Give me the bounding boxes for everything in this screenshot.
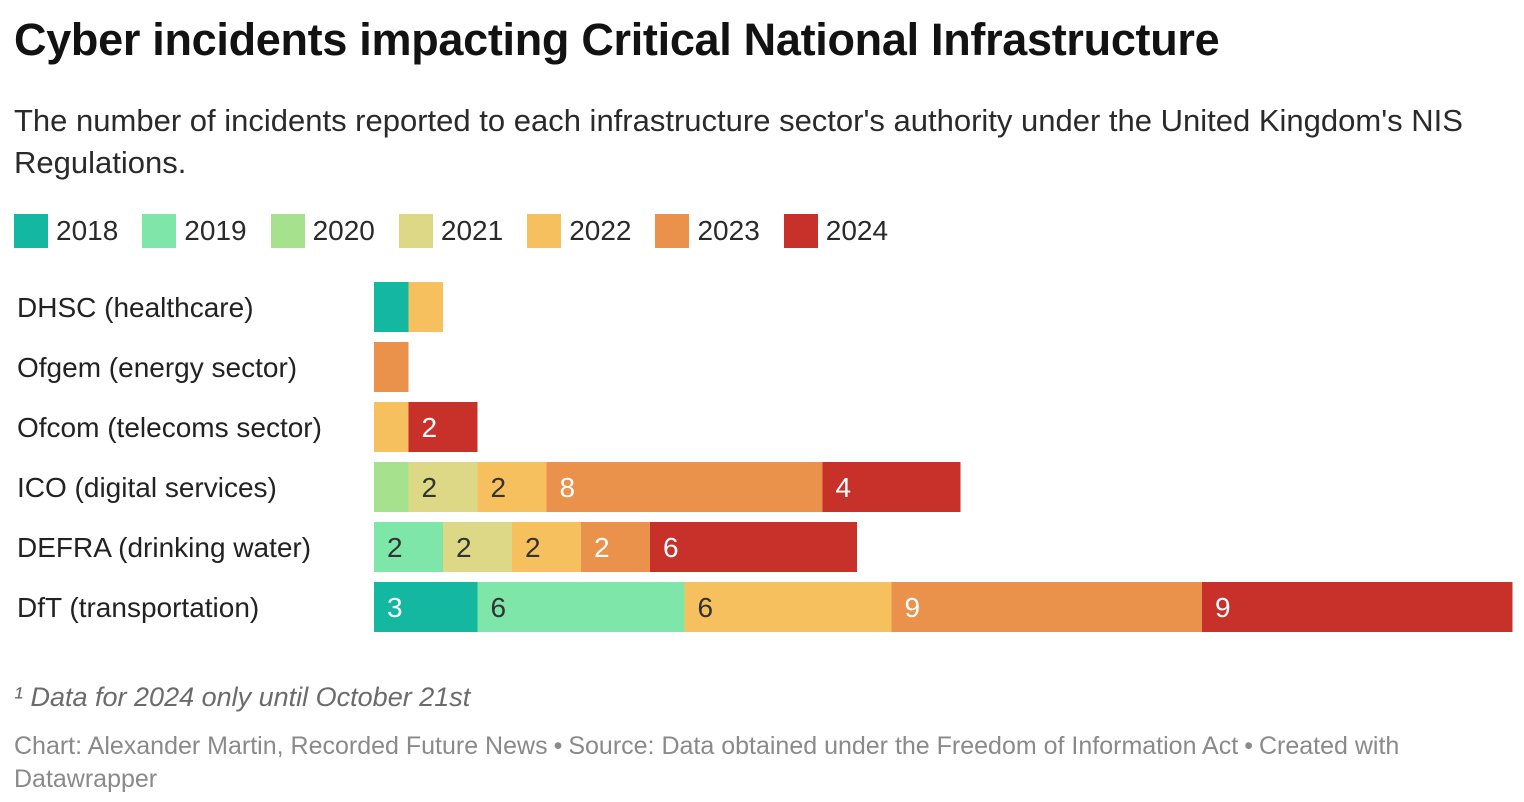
legend-item-2021: 2021 — [398, 214, 504, 248]
data-label: 4 — [836, 472, 852, 503]
footnote: ¹ Data for 2024 only until October 21st — [14, 682, 471, 712]
data-label: 6 — [663, 532, 679, 563]
legend-swatch — [270, 214, 305, 248]
bar-segment-2023 — [374, 342, 409, 392]
legend-item-2023: 2023 — [655, 214, 760, 248]
legend-label: 2020 — [312, 215, 375, 246]
bar-segment-2022 — [374, 402, 409, 452]
bar-segment-2019 — [374, 522, 443, 572]
credit-separator: • — [1244, 732, 1253, 760]
bar-segment-2023 — [546, 462, 823, 512]
data-label: 2 — [422, 412, 438, 443]
data-label: 2 — [456, 532, 472, 563]
bar-segment-2021 — [408, 462, 478, 512]
credit-separator: • — [553, 732, 563, 760]
chart-subtitle: The number of incidents reported to each… — [14, 103, 1463, 180]
legend-label: 2019 — [184, 215, 247, 246]
category-label: DHSC (healthcare) — [17, 292, 254, 323]
data-label: 2 — [422, 472, 438, 503]
bar-segment-2022 — [684, 582, 892, 632]
bar-segment-2018 — [374, 282, 409, 332]
legend-swatch — [527, 214, 562, 248]
legend-swatch — [14, 214, 48, 248]
legend-label: 2023 — [697, 215, 760, 246]
category-label: DEFRA (drinking water) — [17, 532, 311, 563]
legend-label: 2021 — [440, 215, 504, 246]
bar-segment-2019 — [477, 582, 685, 632]
bar-segment-2024 — [822, 462, 961, 512]
bar-segment-2023 — [891, 582, 1202, 632]
bar-segment-2021 — [443, 522, 512, 572]
bar-segment-2018 — [374, 582, 478, 632]
data-label: 6 — [491, 592, 507, 623]
data-label: 9 — [905, 592, 921, 623]
legend-item-2019: 2019 — [142, 214, 247, 248]
bar-segment-2022 — [408, 282, 443, 332]
data-label: 3 — [387, 592, 403, 623]
legend-swatch — [142, 214, 177, 248]
data-label: 6 — [698, 592, 714, 623]
data-label: 2 — [594, 532, 610, 563]
legend-swatch — [655, 214, 690, 248]
legend-item-2020: 2020 — [270, 214, 375, 248]
legend-label: 2018 — [56, 215, 119, 246]
credit-tool: Created with Datawrapper — [14, 732, 1400, 793]
legend-swatch — [398, 214, 433, 248]
bar-segment-2024 — [1202, 582, 1513, 632]
bar-segment-2022 — [477, 462, 547, 512]
legend-label: 2022 — [569, 215, 632, 246]
legend-item-2022: 2022 — [527, 214, 631, 248]
bar-segment-2024 — [650, 522, 857, 572]
bar-segment-2022 — [512, 522, 581, 572]
data-label: 2 — [525, 532, 541, 563]
category-label: DfT (transportation) — [17, 592, 259, 623]
bar-segment-2020 — [374, 462, 409, 512]
legend-item-2024: 2024 — [783, 214, 889, 248]
legend-item-2018: 2018 — [14, 214, 118, 248]
data-label: 9 — [1215, 592, 1231, 623]
chart-title: Cyber incidents impacting Critical Natio… — [14, 14, 1220, 65]
data-label: 2 — [387, 532, 403, 563]
category-label: Ofgem (energy sector) — [17, 352, 297, 383]
credit-line: Chart: Alexander Martin, Recorded Future… — [14, 730, 1504, 796]
category-label: Ofcom (telecoms sector) — [17, 412, 322, 443]
bar-segment-2023 — [581, 522, 650, 572]
stacked-bar-chart: DHSC (healthcare) Ofgem (energy sector) Of… — [17, 282, 1513, 632]
data-label: 8 — [560, 472, 576, 503]
credit-author: Chart: Alexander Martin, Recorded Future… — [14, 732, 548, 760]
credit-source: Source: Data obtained under the Freedom … — [568, 732, 1239, 760]
category-label: ICO (digital services) — [17, 472, 277, 503]
legend-swatch — [783, 214, 818, 248]
legend-label: 2024 — [825, 215, 889, 246]
data-label: 2 — [491, 472, 507, 503]
chart-legend: 2018 2019 2020 2021 2022 2023 2024 — [14, 212, 912, 250]
bar-segment-2024 — [408, 402, 478, 452]
